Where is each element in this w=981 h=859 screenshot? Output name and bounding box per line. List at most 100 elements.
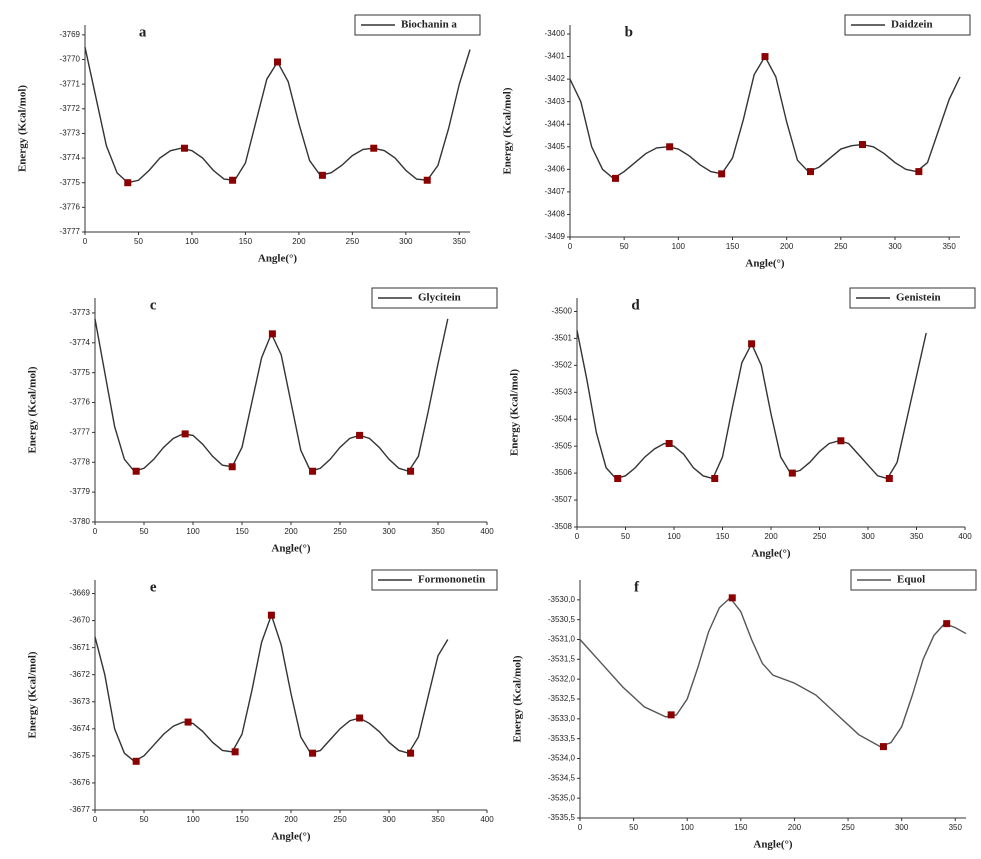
legend-label: Equol — [897, 574, 925, 586]
y-tick-label: -3531,0 — [548, 635, 576, 644]
x-tick-label: 100 — [186, 815, 200, 824]
x-tick-label: 250 — [333, 815, 347, 824]
y-tick-label: -3775 — [60, 178, 81, 187]
y-tick-label: -3409 — [545, 232, 566, 241]
x-tick-label: 50 — [629, 823, 638, 832]
legend-label: Genistein — [896, 292, 941, 304]
y-axis-title: Energy (Kcal/mol) — [502, 87, 514, 174]
energy-point — [789, 470, 796, 477]
energy-line — [577, 330, 926, 478]
y-tick-label: -3500 — [552, 307, 573, 316]
y-tick-label: -3535,0 — [548, 793, 576, 802]
x-tick-label: 200 — [284, 527, 298, 536]
y-tick-label: -3776 — [70, 398, 91, 407]
energy-point — [268, 612, 275, 619]
energy-point — [407, 750, 414, 757]
energy-point — [185, 719, 192, 726]
energy-point — [274, 58, 281, 65]
y-tick-label: -3404 — [545, 119, 566, 128]
y-tick-label: -3773 — [70, 308, 91, 317]
energy-point — [886, 475, 893, 482]
x-tick-label: 100 — [185, 237, 199, 246]
energy-point — [666, 143, 673, 150]
y-tick-label: -3504 — [552, 414, 573, 423]
energy-point — [424, 177, 431, 184]
y-tick-label: -3506 — [552, 468, 573, 477]
x-axis-title: Angle(°) — [258, 253, 298, 265]
panel: -3535,5-3535,0-3534,5-3534,0-3533,5-3533… — [512, 570, 976, 851]
energy-point — [859, 141, 866, 148]
x-tick-label: 200 — [780, 242, 794, 251]
y-tick-label: -3773 — [60, 129, 81, 138]
energy-point — [309, 468, 316, 475]
y-tick-label: -3534,0 — [548, 754, 576, 763]
x-axis-title: Angle(°) — [271, 543, 311, 555]
y-tick-label: -3777 — [60, 227, 81, 236]
legend-label: Biochanin a — [401, 19, 457, 31]
x-tick-label: 150 — [235, 815, 249, 824]
y-axis-title: Energy (Kcal/mol) — [17, 85, 29, 172]
y-tick-label: -3670 — [70, 616, 91, 625]
energy-point — [124, 179, 131, 186]
y-tick-label: -3532,5 — [548, 694, 576, 703]
x-tick-label: 350 — [431, 527, 445, 536]
x-tick-label: 250 — [834, 242, 848, 251]
y-tick-label: -3532,0 — [548, 674, 576, 683]
x-tick-label: 100 — [186, 527, 200, 536]
energy-point — [837, 437, 844, 444]
energy-line — [580, 598, 966, 747]
y-tick-label: -3531,5 — [548, 654, 576, 663]
y-tick-label: -3672 — [70, 670, 91, 679]
panel-letter: e — [150, 579, 157, 595]
y-tick-label: -3774 — [70, 338, 91, 347]
x-tick-label: 200 — [284, 815, 298, 824]
panel-letter: d — [631, 297, 640, 313]
panel-letter: f — [634, 579, 640, 595]
y-tick-label: -3677 — [70, 805, 91, 814]
legend-label: Glycitein — [418, 292, 461, 304]
energy-point — [229, 177, 236, 184]
panel: -3409-3408-3407-3406-3405-3404-3403-3402… — [502, 15, 970, 270]
energy-point — [711, 475, 718, 482]
x-axis-title: Angle(°) — [271, 831, 311, 843]
x-tick-label: 50 — [140, 815, 149, 824]
x-tick-label: 250 — [346, 237, 360, 246]
energy-point — [718, 170, 725, 177]
x-tick-label: 50 — [621, 532, 630, 541]
energy-point — [943, 620, 950, 627]
y-tick-label: -3501 — [552, 334, 573, 343]
y-tick-label: -3505 — [552, 441, 573, 450]
x-tick-label: 0 — [93, 815, 98, 824]
x-tick-label: 150 — [726, 242, 740, 251]
x-tick-label: 0 — [93, 527, 98, 536]
energy-line — [95, 319, 448, 471]
y-tick-label: -3407 — [545, 187, 566, 196]
x-axis-title: Angle(°) — [753, 839, 793, 851]
y-tick-label: -3674 — [70, 724, 91, 733]
panel: -3780-3779-3778-3777-3776-3775-3774-3773… — [27, 288, 497, 555]
x-tick-label: 0 — [575, 532, 580, 541]
x-tick-label: 150 — [235, 527, 249, 536]
energy-point — [232, 748, 239, 755]
energy-point — [309, 750, 316, 757]
energy-point — [668, 711, 675, 718]
panel: -3677-3676-3675-3674-3673-3672-3671-3670… — [27, 570, 497, 843]
energy-point — [407, 468, 414, 475]
x-tick-label: 200 — [788, 823, 802, 832]
x-tick-label: 100 — [681, 823, 695, 832]
y-tick-label: -3401 — [545, 52, 566, 61]
y-axis-title: Energy (Kcal/mol) — [27, 651, 39, 738]
y-tick-label: -3671 — [70, 643, 91, 652]
y-tick-label: -3776 — [60, 202, 81, 211]
y-tick-label: -3406 — [545, 164, 566, 173]
x-tick-label: 400 — [958, 532, 972, 541]
y-tick-label: -3535,5 — [548, 813, 576, 822]
energy-line — [570, 57, 960, 179]
energy-point — [182, 430, 189, 437]
x-tick-label: 0 — [83, 237, 88, 246]
y-tick-label: -3669 — [70, 589, 91, 598]
y-tick-label: -3779 — [70, 487, 91, 496]
x-tick-label: 250 — [841, 823, 855, 832]
y-tick-label: -3770 — [60, 55, 81, 64]
y-tick-label: -3771 — [60, 79, 81, 88]
